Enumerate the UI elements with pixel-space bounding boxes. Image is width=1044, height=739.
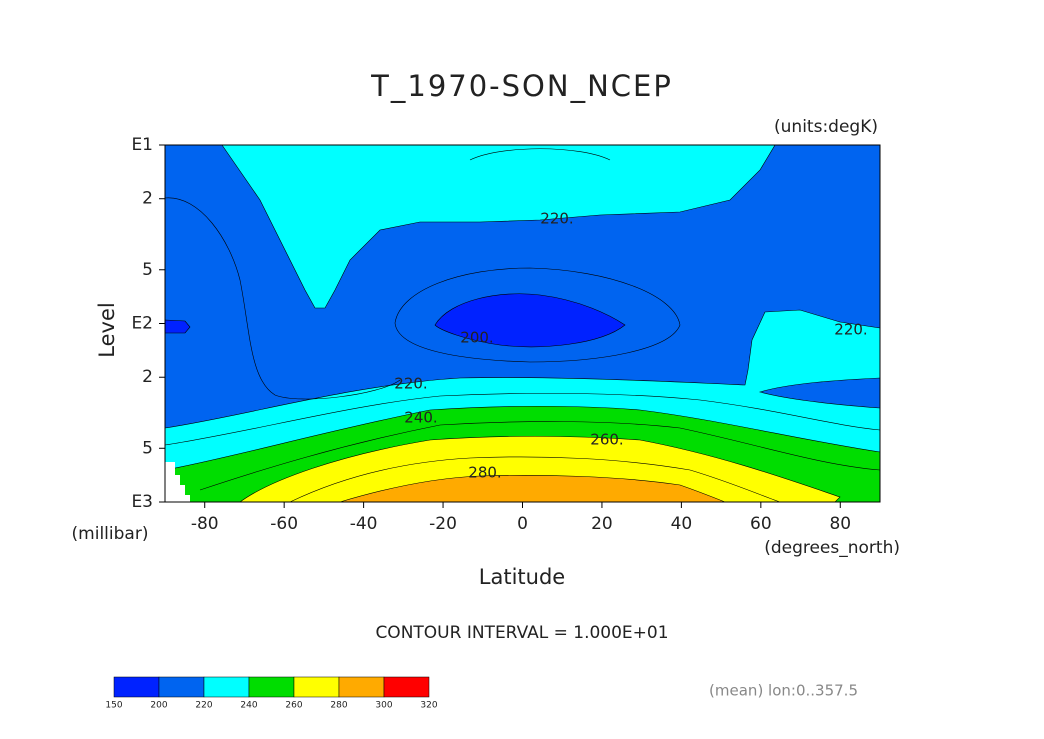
contour-label: 200. — [460, 329, 493, 347]
contour-label: 220. — [834, 321, 867, 339]
contour-plot: 220. 200. 220. 220. 240. 260. 280. — [164, 144, 881, 503]
note: (mean) lon:0..357.5 — [709, 682, 858, 700]
colorbar-swatch — [203, 676, 250, 698]
colorbar-label: 300 — [375, 701, 392, 711]
contour-interval: CONTOUR INTERVAL = 1.000E+01 — [375, 623, 668, 643]
y-tick-label: E1 — [131, 135, 153, 155]
colorbar-label: 280 — [330, 701, 347, 711]
y-tick-label: E3 — [131, 492, 153, 512]
y-axis-label: Level — [95, 302, 119, 357]
colorbar-label: 260 — [285, 701, 302, 711]
y-tick-label: 5 — [142, 438, 153, 458]
x-tick-label: -60 — [270, 514, 298, 534]
region — [434, 293, 626, 348]
x-tick-label: 20 — [591, 514, 613, 534]
region — [221, 144, 776, 309]
region — [339, 475, 726, 503]
y-tick-label: 2 — [142, 189, 153, 209]
colorbar-label: 220 — [195, 701, 212, 711]
region — [239, 435, 841, 503]
contour-lines — [164, 148, 881, 503]
colorbar-swatch — [293, 676, 340, 698]
x-tick-label: -20 — [429, 514, 457, 534]
contour-label: 220. — [394, 375, 427, 393]
contour-label: 260. — [590, 431, 623, 449]
colorbar-label: 150 — [105, 701, 122, 711]
y-tick-label: 2 — [142, 367, 153, 387]
units-label: (units:degK) — [774, 117, 878, 137]
colorbar-label: 200 — [150, 701, 167, 711]
contour-label: 220. — [540, 210, 573, 228]
chart-title: T_1970-SON_NCEP — [370, 69, 673, 103]
colorbar-swatch — [383, 676, 430, 698]
missing-data — [165, 462, 190, 502]
colorbar-swatch — [113, 676, 160, 698]
x-tick-label: 0 — [517, 514, 528, 534]
y-units: (millibar) — [72, 524, 149, 544]
colorbar-swatch — [338, 676, 385, 698]
x-tick-label: 40 — [671, 514, 693, 534]
colorbar-label: 240 — [240, 701, 257, 711]
x-units: (degrees_north) — [764, 538, 900, 558]
colorbar-label: 320 — [420, 701, 437, 711]
x-axis-label: Latitude — [479, 565, 565, 589]
x-tick-label: -80 — [191, 514, 219, 534]
x-tick-label: 80 — [829, 514, 851, 534]
x-tick-label: 60 — [750, 514, 772, 534]
contour-label: 240. — [404, 409, 437, 427]
y-tick-label: 5 — [142, 260, 153, 280]
colorbar-swatch — [248, 676, 295, 698]
colorbar-swatch — [158, 676, 205, 698]
y-tick-label: E2 — [131, 314, 153, 334]
contour-label: 280. — [468, 464, 501, 482]
x-tick-label: -40 — [350, 514, 378, 534]
